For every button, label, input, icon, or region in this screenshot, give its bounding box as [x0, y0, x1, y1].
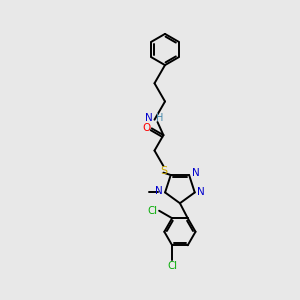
Text: O: O: [142, 123, 151, 134]
Text: S: S: [160, 167, 167, 176]
Text: Cl: Cl: [167, 261, 177, 271]
Text: N: N: [145, 113, 153, 123]
Text: H: H: [156, 113, 164, 123]
Text: N: N: [192, 168, 200, 178]
Text: Cl: Cl: [148, 206, 158, 216]
Text: N: N: [197, 188, 205, 197]
Text: N: N: [154, 186, 162, 196]
